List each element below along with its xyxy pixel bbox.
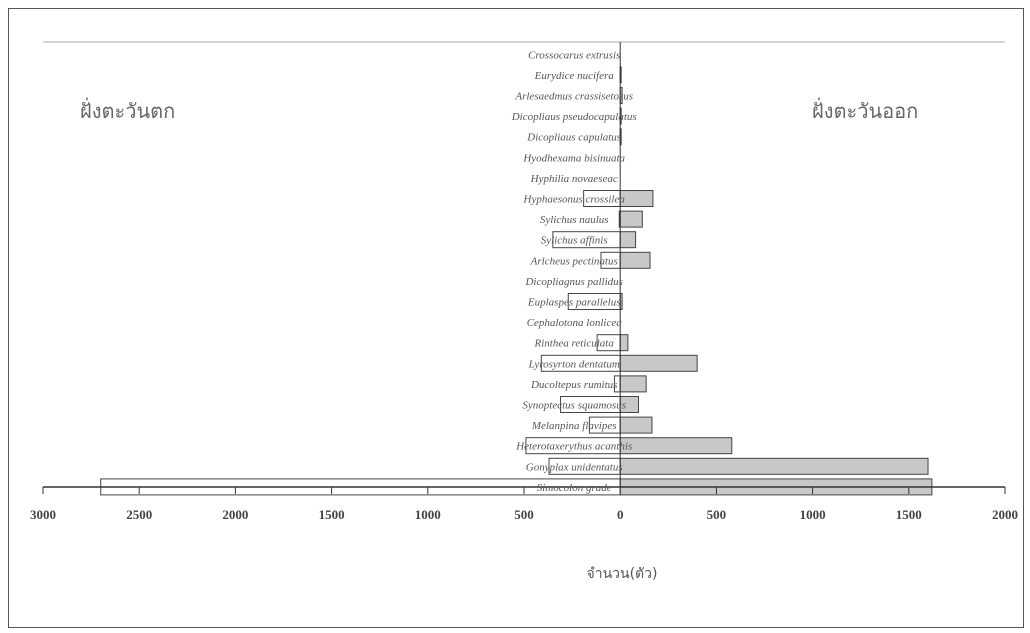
x-tick-label: 500 <box>707 507 727 522</box>
category-label: Dicopliaus pseudocapulatus <box>511 111 637 123</box>
category-label: Sylichus naulus <box>540 214 609 226</box>
category-label: Hyphaesonus crossilea <box>523 194 626 206</box>
bar-east <box>619 416 653 434</box>
x-tick-label: 1500 <box>896 507 922 522</box>
category-label: Ducoltepus rumitus <box>530 379 617 391</box>
category-label: Dicopliaus capulatus <box>526 132 621 144</box>
category-label: Hyphilia novaeseac <box>530 173 618 185</box>
category-label: Simocolon grade <box>537 482 612 494</box>
region-label-east: ฝั่งตะวันออก <box>812 97 918 123</box>
bar-east <box>619 334 629 352</box>
x-tick-label: 3000 <box>30 507 56 522</box>
x-tick-label: 2500 <box>126 507 152 522</box>
category-label: Sylichus affinis <box>541 235 608 247</box>
x-axis-title: จำนวน(ตัว) <box>587 566 658 582</box>
x-tick-label: 0 <box>617 507 624 522</box>
category-label: Euplaspes parallelus <box>527 297 621 309</box>
category-label: Eurydice nucifera <box>534 70 615 82</box>
category-label: Rinthea reticulata <box>534 338 615 350</box>
bar-east <box>619 437 733 455</box>
bar-east <box>619 210 643 228</box>
x-tick-label: 500 <box>514 507 534 522</box>
x-tick-label: 1000 <box>800 507 826 522</box>
region-label-west: ฝั่งตะวันตก <box>80 97 175 123</box>
bar-east <box>619 231 637 249</box>
bar-east <box>619 190 654 207</box>
x-tick-label: 2000 <box>992 507 1018 522</box>
x-tick-label: 1000 <box>415 507 441 522</box>
category-label: Hyodhexama bisinuata <box>522 152 625 164</box>
category-label: Heterotaxerythus acanthis <box>515 441 632 453</box>
bar-east <box>619 354 698 372</box>
x-tick-label: 2000 <box>222 507 248 522</box>
bar-east <box>619 251 651 269</box>
category-label: Cephalotona lonlicea <box>527 317 623 329</box>
category-label: Gonyplax unidentatus <box>526 461 623 473</box>
category-label: Arlesaedmus crassisetosus <box>514 91 633 103</box>
chart-frame <box>8 8 1024 628</box>
x-tick-label: 1500 <box>319 507 345 522</box>
category-label: Synoptectus squamosus <box>522 400 626 412</box>
category-labels: Crossocarus extrusis Eurydice nucifera Arl… <box>511 49 637 494</box>
x-axis: 3000 2500 2000 1500 1000 500 0 500 1000 1500 2000 <box>30 41 1018 522</box>
category-label: Crossocarus extrusis <box>528 49 620 61</box>
category-label: Arlcheus pectinatus <box>530 255 618 267</box>
bar-east <box>619 457 929 475</box>
category-label: Dicopliagnus pallidus <box>524 276 622 288</box>
plot-area <box>100 66 933 496</box>
category-label: Lyrosyrton dentatum <box>528 358 620 370</box>
category-label: Melanpina flavipes <box>531 420 617 432</box>
bar-east <box>619 375 647 393</box>
